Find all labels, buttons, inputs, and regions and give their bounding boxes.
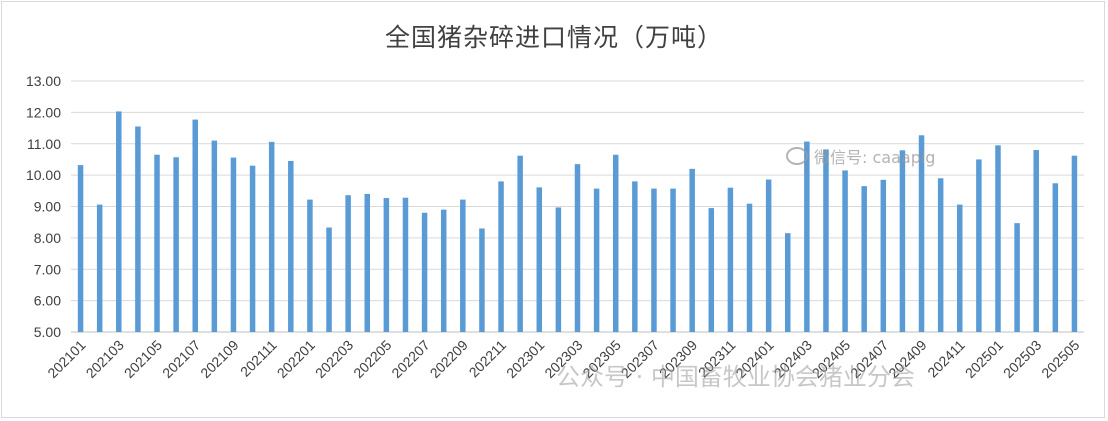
y-tick-label: 9.00 [34,199,61,215]
bar-202505 [1071,155,1078,332]
watermark-wechat-id: 微信号: caaapig [786,144,935,168]
watermark-account-text: 公众号 · 中国畜牧业协会猪业分会 [556,363,915,391]
bar-202308 [670,188,676,332]
bar-202403 [804,141,810,332]
bar-202105 [154,154,160,332]
y-tick-label: 11.00 [27,136,61,152]
bar-202502 [1014,223,1020,332]
y-tick-label: 13.00 [26,73,61,89]
x-tick-label: 202101 [44,337,88,381]
y-tick-label: 7.00 [34,261,61,277]
y-axis-tick-labels: 5.00 6.00 7.00 8.00 9.00 10.00 11.00 12.00 13.00 [26,73,61,340]
x-tick-label: 202301 [503,337,547,381]
bar-202110 [249,165,256,332]
bar-202204 [364,193,371,332]
y-tick-label: 12.00 [26,104,61,120]
bar-202412 [976,159,982,332]
bar-202406 [861,186,867,332]
chart-title: 全国猪杂碎进口情况（万吨） [384,23,723,52]
bar-202310 [708,208,715,332]
bar-202404 [823,149,829,332]
bar-202405 [842,170,848,332]
y-tick-label: 8.00 [34,230,61,246]
x-tick-label: 202205 [350,337,394,381]
bar-202104 [135,126,141,333]
x-tick-label: 202111 [237,337,280,380]
bar-202101 [77,165,84,332]
x-tick-label: 202207 [388,337,432,381]
bar-202402 [784,233,791,332]
x-tick-label: 202211 [466,337,510,381]
watermark-account: 公众号 · 中国畜牧业协会猪业分会 [556,357,915,392]
bar-202301 [536,187,543,332]
bar-202305 [612,154,619,332]
wechat-icon [786,147,808,165]
bar-202111 [268,141,275,332]
bar-202210 [479,228,485,332]
bar-202205 [383,198,390,332]
bar-202504 [1052,183,1059,332]
y-tick-label: 10.00 [26,167,61,183]
bar-202103 [116,111,122,332]
bar-202107 [192,119,198,332]
bar-202206 [402,197,409,332]
bar-202106 [173,157,179,332]
watermark-wechat-text: 微信号: caaapig [814,148,936,167]
bar-202207 [421,212,428,332]
bar-202410 [937,178,944,332]
x-tick-label: 202103 [83,337,127,381]
bar-202503 [1033,150,1039,332]
bar-202209 [460,199,466,332]
x-tick-label: 202501 [962,337,1006,381]
bar-202409 [918,135,925,332]
bar-202302 [555,207,562,332]
bar-202202 [326,227,332,332]
x-tick-label: 202107 [159,337,203,381]
bar-202211 [498,181,504,332]
bar-202108 [211,140,218,332]
bar-202309 [689,168,695,332]
bar-202408 [899,150,906,332]
bar-202311 [727,187,734,332]
bar-202109 [230,157,237,332]
bar-202112 [288,161,294,332]
x-tick-label: 202203 [312,337,356,381]
bar-202304 [593,188,600,332]
bar-202312 [746,203,753,332]
y-tick-label: 6.00 [34,293,61,309]
x-tick-label: 202201 [274,337,318,381]
bar-202501 [995,145,1001,332]
bar-202201 [307,199,313,332]
x-tick-label: 202105 [121,337,165,381]
bar-202401 [765,179,772,332]
bar-202303 [574,164,581,332]
bars [77,111,1078,333]
x-tick-label: 202503 [1000,337,1044,381]
bar-202411 [957,204,963,332]
x-tick-label: 202209 [427,337,471,381]
bar-202306 [632,181,638,332]
bar-202203 [345,195,351,332]
y-tick-label: 5.00 [34,324,61,340]
x-tick-label: 202109 [197,337,241,381]
bar-202208 [440,209,447,332]
bar-202212 [517,155,523,332]
bar-202307 [651,188,657,332]
x-tick-label: 202505 [1038,337,1082,381]
bar-202407 [880,179,887,332]
bar-202102 [96,204,103,332]
x-tick-label: 202411 [924,337,968,381]
